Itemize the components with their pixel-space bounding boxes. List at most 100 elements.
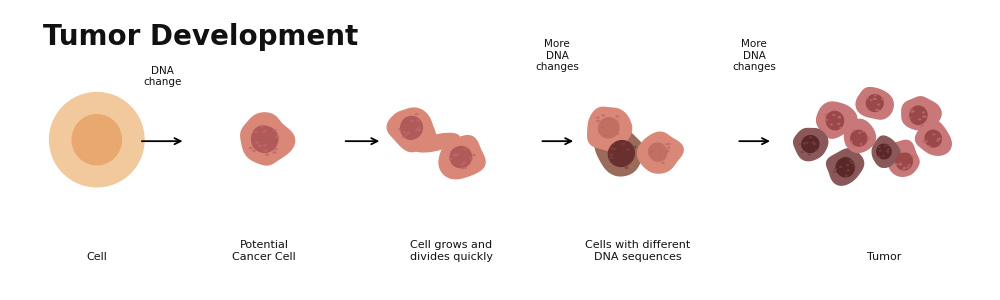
Ellipse shape: [883, 156, 884, 157]
Polygon shape: [877, 144, 891, 159]
Ellipse shape: [862, 131, 864, 132]
Ellipse shape: [854, 166, 856, 167]
Ellipse shape: [613, 148, 615, 150]
Polygon shape: [794, 128, 828, 160]
Ellipse shape: [411, 121, 414, 122]
Text: Potential
Cancer Cell: Potential Cancer Cell: [232, 240, 296, 262]
Ellipse shape: [924, 142, 926, 143]
Text: Tumor Development: Tumor Development: [43, 23, 358, 51]
Polygon shape: [595, 127, 644, 176]
Ellipse shape: [806, 142, 808, 143]
Polygon shape: [241, 113, 295, 165]
Ellipse shape: [833, 114, 835, 115]
Ellipse shape: [610, 154, 613, 155]
Polygon shape: [925, 130, 941, 147]
Polygon shape: [902, 97, 941, 130]
Ellipse shape: [407, 133, 410, 134]
Ellipse shape: [830, 124, 832, 125]
Ellipse shape: [662, 163, 664, 164]
Ellipse shape: [402, 136, 405, 137]
Polygon shape: [836, 158, 854, 177]
Ellipse shape: [882, 99, 883, 100]
Ellipse shape: [911, 111, 913, 112]
Polygon shape: [450, 147, 471, 168]
Ellipse shape: [860, 144, 862, 145]
Ellipse shape: [249, 147, 252, 148]
Polygon shape: [649, 143, 666, 161]
Ellipse shape: [878, 104, 880, 105]
Polygon shape: [588, 107, 632, 151]
Ellipse shape: [72, 115, 121, 165]
Ellipse shape: [868, 136, 869, 137]
Ellipse shape: [418, 129, 421, 130]
Ellipse shape: [398, 129, 401, 130]
Ellipse shape: [413, 134, 459, 152]
Ellipse shape: [859, 133, 861, 134]
Ellipse shape: [833, 110, 835, 111]
Text: Cell: Cell: [86, 252, 107, 262]
Polygon shape: [872, 136, 900, 167]
Ellipse shape: [840, 127, 842, 128]
Ellipse shape: [814, 144, 816, 145]
Ellipse shape: [454, 155, 457, 156]
Ellipse shape: [417, 120, 420, 121]
Ellipse shape: [904, 167, 906, 168]
Ellipse shape: [874, 99, 876, 100]
Polygon shape: [916, 120, 951, 155]
Ellipse shape: [616, 133, 619, 134]
Polygon shape: [827, 149, 864, 185]
Polygon shape: [599, 118, 619, 138]
Ellipse shape: [850, 141, 851, 142]
Ellipse shape: [912, 156, 914, 157]
Ellipse shape: [874, 95, 876, 96]
Ellipse shape: [259, 146, 261, 147]
Ellipse shape: [826, 119, 828, 120]
Ellipse shape: [922, 112, 924, 113]
Text: More
DNA
changes: More DNA changes: [732, 39, 776, 72]
Polygon shape: [910, 106, 927, 124]
Polygon shape: [845, 119, 875, 152]
Ellipse shape: [264, 150, 267, 151]
Polygon shape: [856, 88, 893, 119]
Ellipse shape: [273, 130, 276, 131]
Ellipse shape: [415, 114, 418, 115]
Ellipse shape: [464, 149, 466, 150]
Ellipse shape: [473, 154, 475, 156]
Ellipse shape: [266, 154, 269, 155]
Ellipse shape: [254, 131, 257, 132]
Ellipse shape: [461, 164, 464, 165]
Ellipse shape: [608, 135, 610, 136]
Ellipse shape: [853, 130, 854, 131]
Ellipse shape: [261, 126, 264, 127]
Ellipse shape: [597, 121, 599, 122]
Ellipse shape: [888, 145, 889, 146]
Ellipse shape: [921, 125, 923, 126]
Polygon shape: [387, 108, 436, 152]
Ellipse shape: [453, 154, 455, 156]
Ellipse shape: [803, 143, 805, 144]
Ellipse shape: [924, 116, 926, 117]
Text: Tumor: Tumor: [867, 252, 901, 262]
Ellipse shape: [923, 116, 925, 117]
Polygon shape: [817, 102, 857, 138]
Ellipse shape: [470, 158, 472, 159]
Ellipse shape: [910, 108, 912, 109]
Ellipse shape: [273, 152, 276, 153]
Ellipse shape: [937, 140, 939, 141]
Ellipse shape: [403, 132, 405, 133]
Ellipse shape: [900, 164, 902, 165]
Ellipse shape: [660, 154, 662, 155]
Ellipse shape: [812, 142, 814, 143]
Ellipse shape: [899, 163, 901, 164]
Polygon shape: [886, 140, 919, 176]
Ellipse shape: [879, 150, 881, 151]
Ellipse shape: [597, 117, 599, 118]
Ellipse shape: [808, 154, 810, 155]
Ellipse shape: [276, 136, 279, 137]
Ellipse shape: [886, 151, 888, 152]
Ellipse shape: [838, 117, 841, 118]
Polygon shape: [252, 126, 278, 152]
Polygon shape: [439, 136, 485, 179]
Ellipse shape: [650, 150, 652, 151]
Polygon shape: [608, 141, 634, 166]
